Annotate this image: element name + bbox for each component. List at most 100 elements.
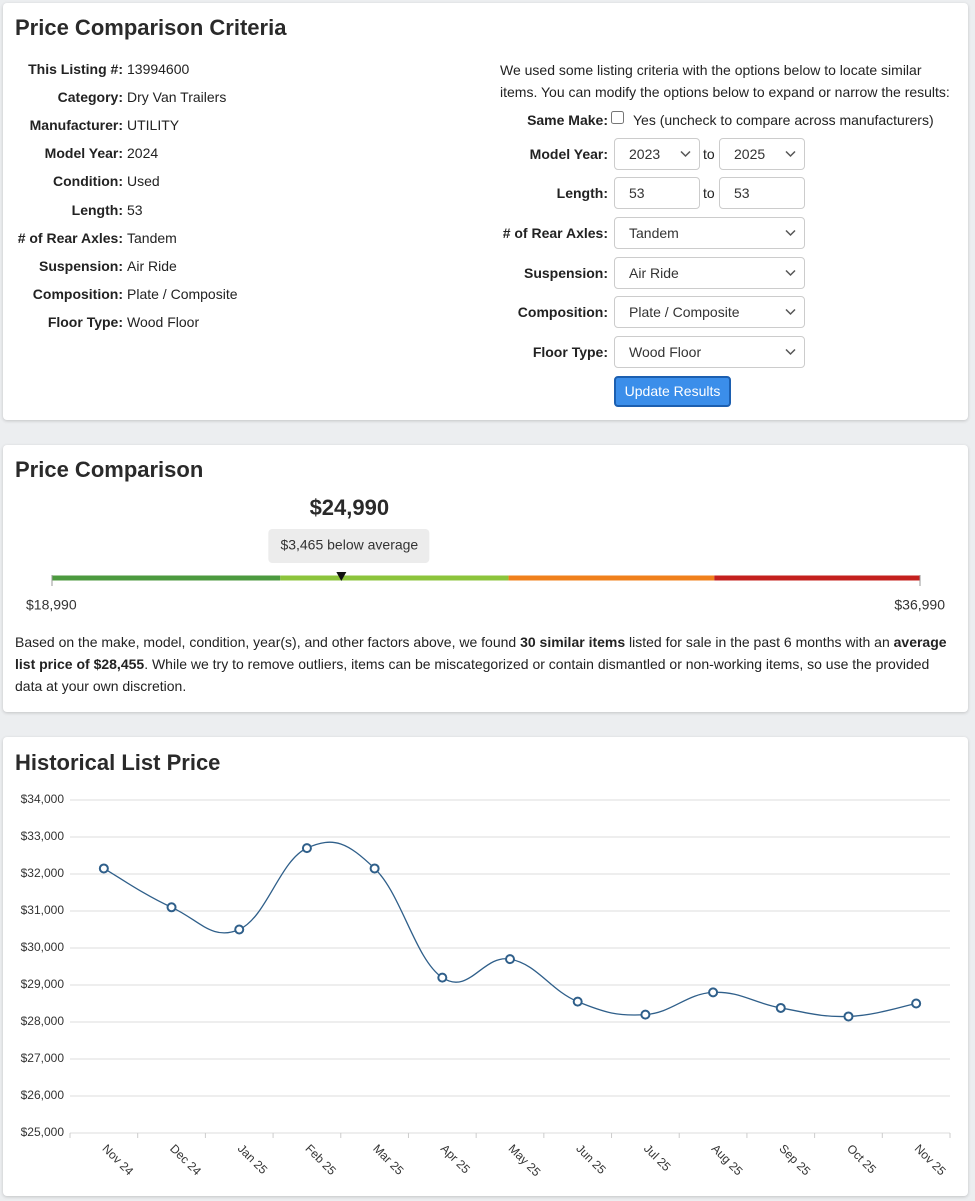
listing-label: Condition:: [53, 173, 123, 190]
chevron-path: [785, 229, 796, 237]
text: . While we try to remove outliers, items…: [15, 656, 930, 694]
field-label: Model Year:: [529, 146, 608, 162]
x-tick-label: Nov 25: [912, 1141, 949, 1178]
data-point: [166, 902, 177, 913]
summary-text: Based on the make, model, condition, yea…: [15, 631, 960, 697]
price-line: [103, 841, 917, 1018]
select[interactable]: Tandem: [614, 217, 805, 249]
y-tick-label: $33,000: [21, 829, 65, 843]
x-tick-label: May 25: [506, 1141, 544, 1179]
data-point: [708, 987, 719, 998]
data-point: [234, 924, 245, 935]
y-tick-label: $32,000: [21, 866, 65, 880]
x-tick-label: Aug 25: [709, 1141, 746, 1178]
checkbox-label[interactable]: Yes (uncheck to compare across manufactu…: [633, 112, 934, 128]
field-label: Composition:: [517, 304, 608, 321]
x-tick-label: Feb 25: [303, 1141, 340, 1178]
bold-text: average list price of $28,455: [15, 634, 947, 672]
listing-value: Air Ride: [127, 257, 177, 274]
gauge-segment: [52, 575, 281, 581]
criteria-panel: Price Comparison Criteria We used some l…: [3, 3, 968, 420]
x-tick-label: Jan 25: [235, 1141, 271, 1177]
y-tick-label: $34,000: [21, 792, 65, 806]
gauge-segment: [280, 575, 509, 581]
x-tick-label: Oct 25: [844, 1141, 879, 1176]
field-label: Length:: [556, 185, 608, 201]
select[interactable]: 2025: [719, 138, 805, 170]
y-tick-label: $25,000: [21, 1125, 65, 1139]
listing-label: Model Year:: [44, 145, 123, 162]
gauge-segment: [508, 575, 715, 581]
listing-value: Plate / Composite: [127, 285, 238, 302]
checkbox[interactable]: [611, 111, 624, 124]
x-tick-label: Apr 25: [438, 1141, 473, 1176]
chevron-path: [785, 150, 796, 158]
separator: to: [703, 185, 715, 201]
x-tick-label: Sep 25: [776, 1141, 813, 1178]
chevron-path: [785, 309, 796, 316]
y-tick-label: $28,000: [21, 1014, 65, 1028]
x-tick-label: Jul 25: [641, 1141, 674, 1174]
min-label: $18,990: [26, 597, 77, 613]
y-tick-label: $31,000: [21, 903, 65, 917]
select[interactable]: Wood Floor: [614, 335, 805, 368]
data-point: [640, 1009, 651, 1020]
input[interactable]: 53: [614, 177, 700, 209]
listing-label: Manufacturer:: [29, 117, 123, 134]
bold-text: 30 similar items: [520, 634, 626, 650]
panel-title: Price Comparison Criteria: [15, 15, 287, 40]
text: listed for sale in the past 6 months wit…: [625, 634, 894, 650]
chevron-path: [680, 150, 691, 158]
listing-value: Tandem: [127, 229, 177, 246]
price-gauge: $24,990 $3,465 below average $18,990 $36,99…: [26, 495, 945, 613]
data-point: [505, 954, 515, 965]
chevron: [785, 150, 796, 158]
input[interactable]: 53: [719, 177, 805, 209]
price-marker: [336, 572, 347, 581]
data-point: [843, 1011, 854, 1022]
listing-value: Dry Van Trailers: [127, 89, 227, 106]
field-label: Suspension:: [523, 264, 608, 281]
chart: Historical List Price $25,000 $26,000 $27,…: [15, 750, 951, 1179]
listing-value: Used: [127, 173, 160, 190]
field-label: Same Make:: [527, 112, 608, 128]
listing-label: Suspension:: [38, 257, 123, 274]
chevron: [680, 150, 691, 158]
listing-label: Category:: [57, 89, 123, 106]
x-tick-label: Jun 25: [573, 1141, 609, 1177]
x-tick-label: Mar 25: [370, 1141, 407, 1178]
history-panel: Historical List Price $25,000 $26,000 $27,…: [3, 737, 968, 1196]
select[interactable]: 2023: [614, 138, 700, 170]
data-point: [98, 863, 109, 874]
chevron: [785, 309, 796, 316]
update-button[interactable]: Update Results: [614, 376, 731, 407]
field-label: Floor Type:: [532, 343, 608, 360]
price-label: $24,990: [310, 495, 390, 520]
y-tick-label: $29,000: [21, 977, 65, 991]
chart-title: Historical List Price: [15, 750, 220, 775]
data-point: [301, 843, 312, 854]
text: Based on the make, model, condition, yea…: [15, 634, 521, 650]
listing-label: Length:: [71, 201, 123, 218]
chevron: [785, 269, 796, 276]
chevron-path: [785, 348, 796, 355]
panel-title: Price Comparison: [15, 457, 204, 482]
field-label: # of Rear Axles:: [502, 225, 608, 241]
max-label: $36,990: [894, 597, 945, 613]
listing-label: Composition:: [32, 285, 123, 302]
gauge-segment: [714, 575, 920, 581]
y-tick-label: $27,000: [21, 1051, 65, 1065]
intro-text: We used some listing criteria with the o…: [500, 62, 950, 100]
listing-value: Wood Floor: [127, 313, 200, 330]
x-tick-label: Nov 24: [99, 1141, 136, 1178]
separator: to: [703, 146, 715, 162]
listing-value: UTILITY: [127, 117, 180, 134]
listing-label: # of Rear Axles:: [17, 229, 123, 246]
data-point: [369, 863, 380, 874]
comparison-panel: Price Comparison $24,990 $3,465 below ave…: [3, 445, 968, 712]
select[interactable]: Plate / Composite: [614, 296, 805, 329]
listing-value: 13994600: [127, 61, 190, 77]
select[interactable]: Air Ride: [614, 256, 805, 289]
listing-label: Floor Type:: [47, 313, 123, 330]
